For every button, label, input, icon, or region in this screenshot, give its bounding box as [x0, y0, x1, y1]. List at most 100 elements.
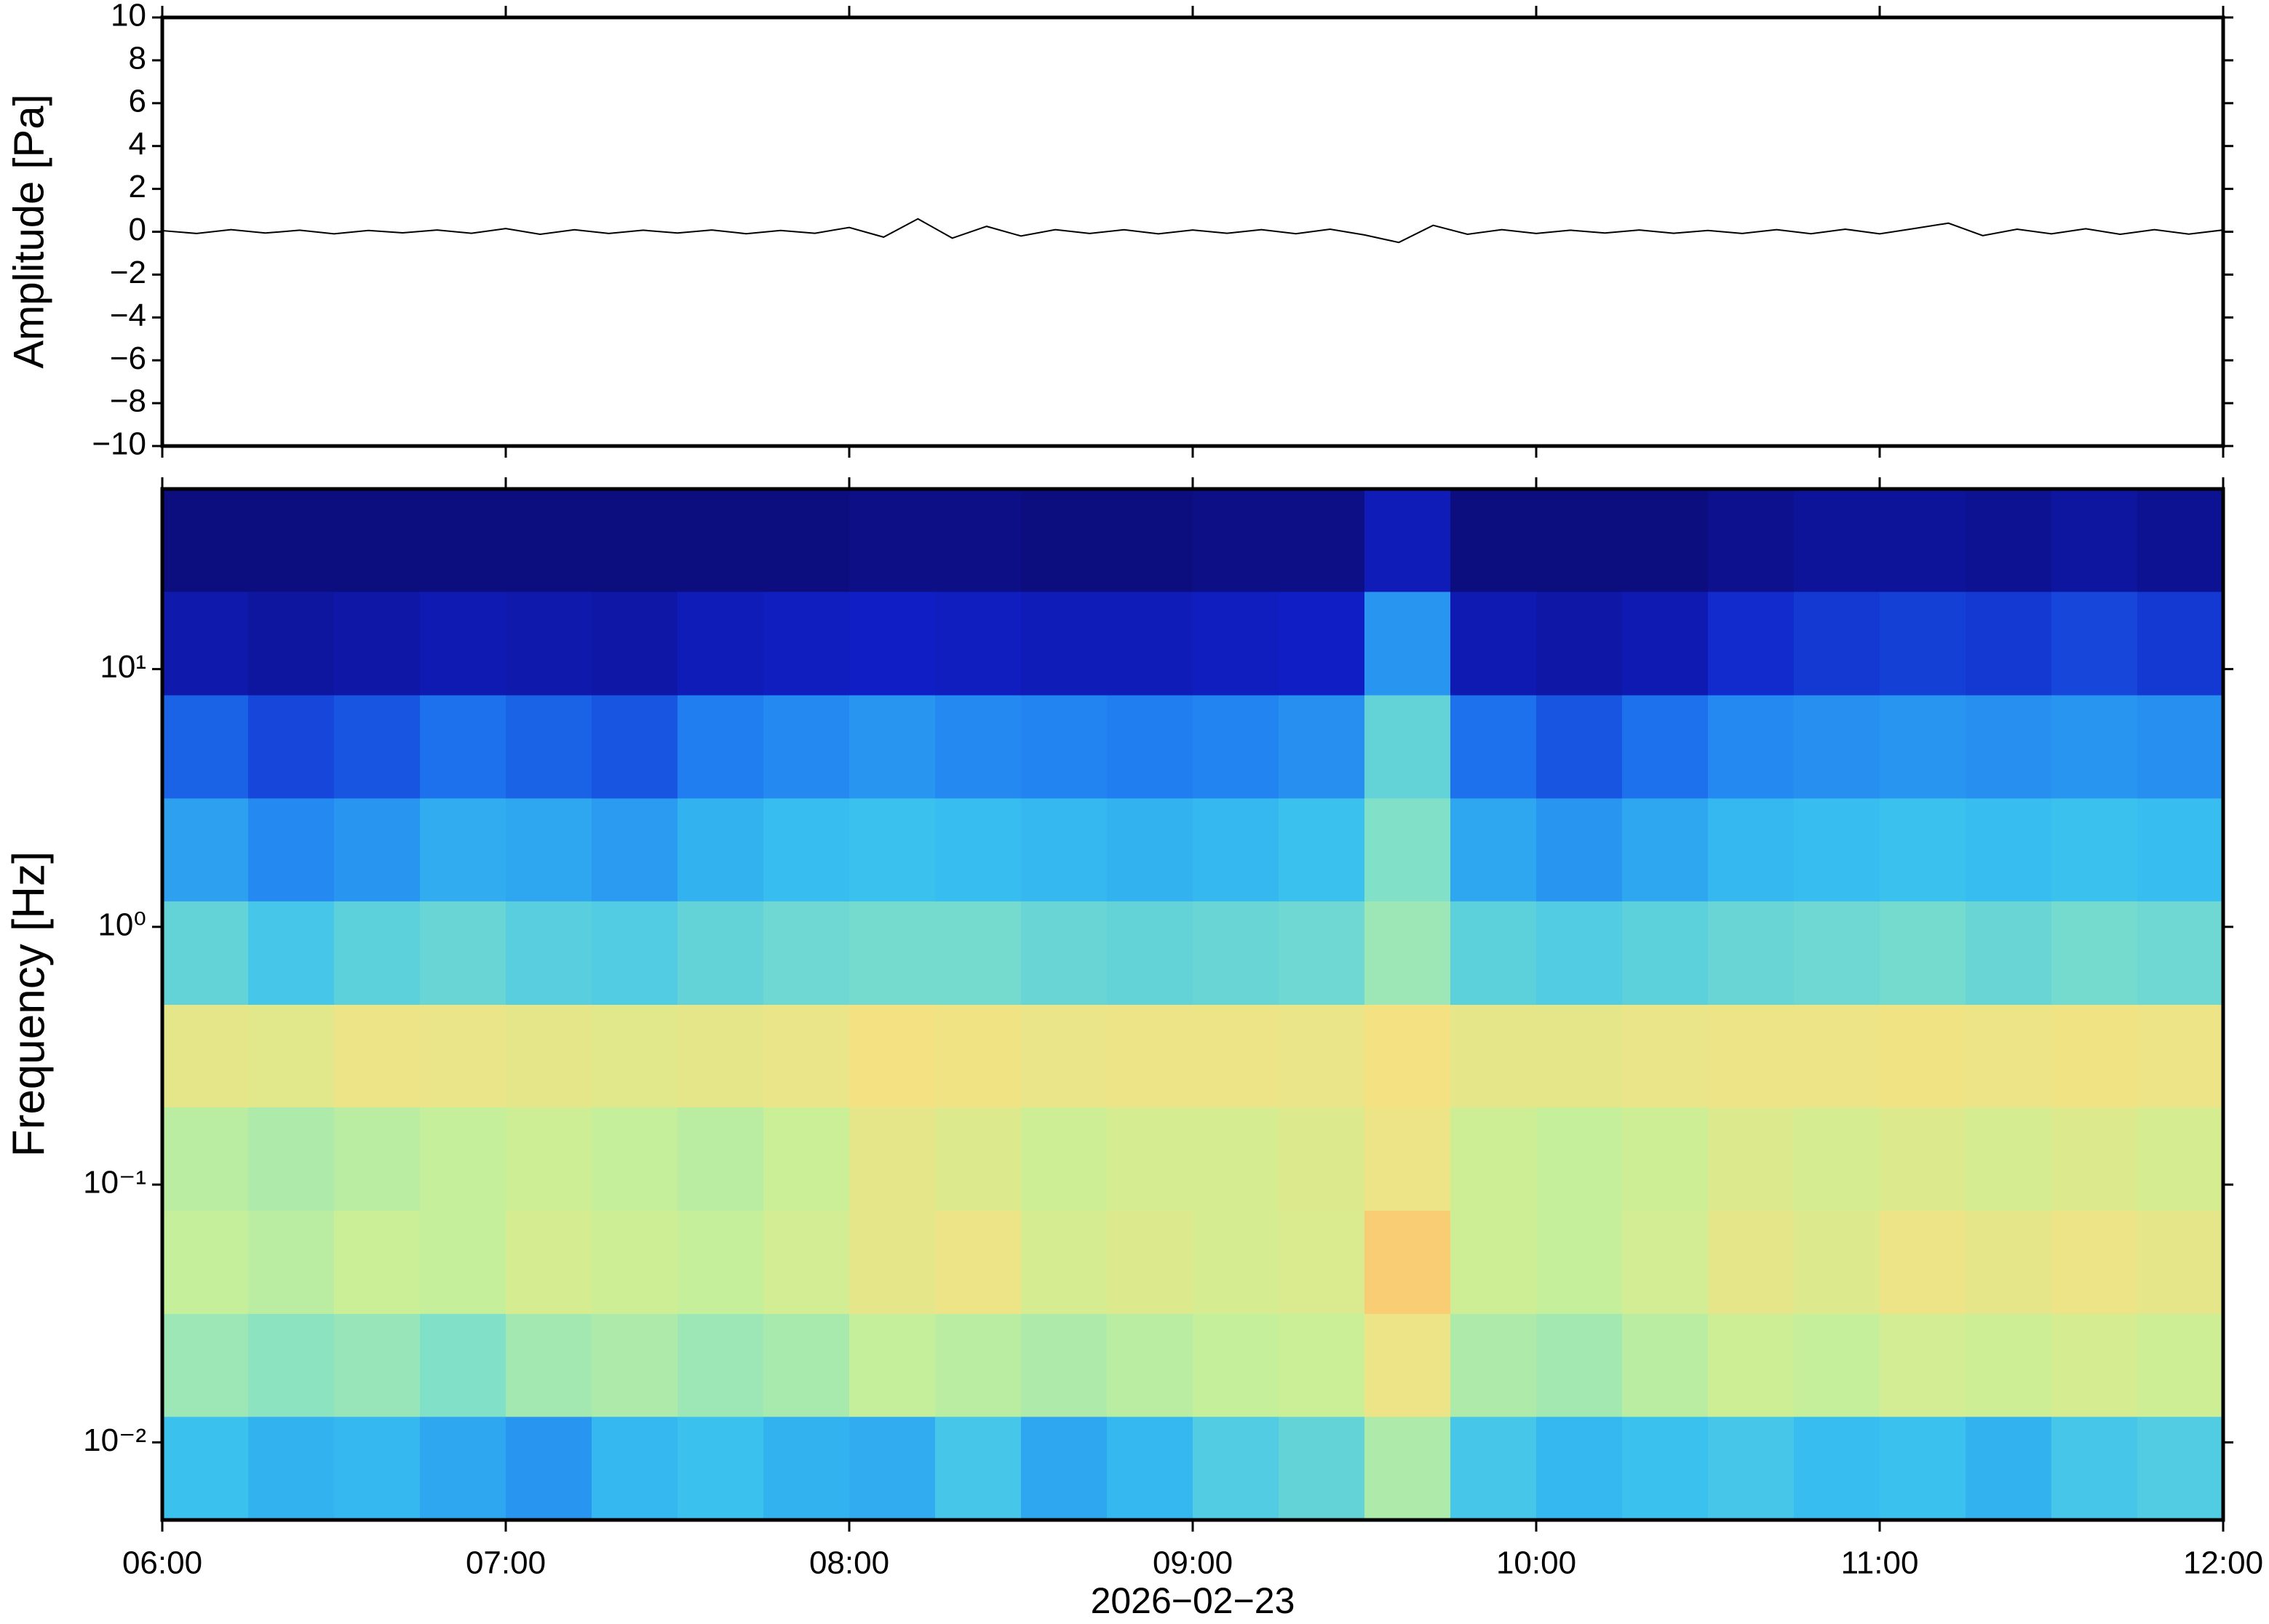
spectrogram-cell — [1794, 591, 1880, 696]
spectrogram-cell — [162, 1210, 249, 1314]
spectrogram-cell — [1193, 1313, 1279, 1417]
spectrogram-cell — [2137, 901, 2224, 1005]
spectrogram-cell — [2137, 797, 2224, 901]
spectrogram-cell — [1794, 901, 1880, 1005]
plot-frame — [160, 15, 2225, 448]
spectrogram-cell — [1966, 1107, 2052, 1211]
spectrogram-cell — [1364, 489, 1451, 592]
spectrogram-cell — [1708, 1313, 1795, 1417]
spectrogram-cell — [1450, 591, 1537, 696]
spectrogram-cell — [2051, 1107, 2138, 1211]
spectrogram-cell — [1364, 901, 1451, 1005]
waveform — [162, 218, 2224, 244]
spectrogram-cell — [162, 1416, 249, 1521]
spectrogram-cell — [1966, 695, 2052, 799]
spectrogram-cell — [1107, 1004, 1193, 1107]
spectrogram-cell — [420, 695, 506, 799]
spectrogram-cell — [1966, 1416, 2052, 1521]
spectrogram-cell — [506, 1313, 592, 1417]
spectrogram-cell — [506, 901, 592, 1005]
spectrogram-cell — [1708, 1004, 1795, 1107]
spectrogram-cell — [1107, 695, 1193, 799]
spectrogram-cell — [1021, 1004, 1108, 1107]
spectrogram-cell — [1021, 1416, 1108, 1521]
spectrogram-cell — [1193, 1416, 1279, 1521]
spectrogram-cell — [1708, 1107, 1795, 1211]
spectrogram-cell — [1279, 1313, 1365, 1417]
spectrogram-cell — [1364, 1107, 1451, 1211]
spectrogram-cell — [2137, 591, 2224, 696]
spectrogram-cell — [248, 901, 335, 1005]
spectrogram-cell — [1966, 1210, 2052, 1314]
spectrogram-cell — [592, 797, 678, 901]
y-tick-label: −8 — [110, 383, 146, 419]
spectrogram-cell — [763, 1107, 850, 1211]
spectrogram-cell — [935, 1004, 1022, 1107]
spectrogram-cell — [1450, 489, 1537, 592]
spectrogram-cell — [420, 1210, 506, 1314]
spectrogram-cell — [1794, 489, 1880, 592]
spectrogram-cell — [1536, 1107, 1623, 1211]
spectrogram-cell — [592, 591, 678, 696]
spectrogram-cell — [2051, 901, 2138, 1005]
spectrogram-cell — [1880, 1210, 1966, 1314]
spectrogram-cell — [677, 695, 764, 799]
spectrogram-cell — [506, 1004, 592, 1107]
x-tick-label: 11:00 — [1841, 1545, 1919, 1581]
spectrogram-cell — [849, 591, 936, 696]
spectrogram-cell — [1708, 1210, 1795, 1314]
spectrogram-cell — [1193, 797, 1279, 901]
spectrogram-cell — [1279, 1004, 1365, 1107]
spectrogram-cell — [849, 1416, 936, 1521]
spectrogram-cell — [1450, 695, 1537, 799]
spectrogram-cell — [849, 901, 936, 1005]
spectrogram-cell — [2137, 1210, 2224, 1314]
spectrogram-cell — [763, 1004, 850, 1107]
spectrogram-cell — [1536, 797, 1623, 901]
spectrogram-cell — [1193, 1004, 1279, 1107]
x-tick-label: 12:00 — [2183, 1545, 2263, 1581]
spectrogram-cell — [506, 1107, 592, 1211]
spectrogram-cell — [506, 695, 592, 799]
spectrogram-cell — [1279, 797, 1365, 901]
spectrogram-cell — [1021, 901, 1108, 1005]
spectrogram-cell — [506, 1210, 592, 1314]
spectrogram-cell — [1021, 1210, 1108, 1314]
spectrogram-cell — [1880, 1107, 1966, 1211]
spectrogram-cell — [763, 797, 850, 901]
spectrogram-cell — [592, 1313, 678, 1417]
spectrogram-cell — [334, 1107, 421, 1211]
spectrogram-cell — [1536, 901, 1623, 1005]
spectrogram-cell — [677, 1004, 764, 1107]
spectrogram-cell — [1021, 1313, 1108, 1417]
spectrogram-cell — [1021, 797, 1108, 901]
spectrogram-cell — [1708, 489, 1795, 592]
x-tick-label: 08:00 — [809, 1545, 889, 1581]
spectrogram-cell — [1708, 797, 1795, 901]
spectrogram-cell — [1450, 1004, 1537, 1107]
spectrogram-cell — [935, 1313, 1022, 1417]
spectrogram-cell — [248, 1210, 335, 1314]
spectrogram-cell — [935, 489, 1022, 592]
y-tick-label: 10⁰ — [98, 907, 146, 942]
spectrogram-cell — [677, 489, 764, 592]
spectrogram-cell — [1107, 1107, 1193, 1211]
spectrogram-cell — [849, 1107, 936, 1211]
spectrogram-cell — [1107, 1416, 1193, 1521]
spectrogram-cell — [1536, 1004, 1623, 1107]
spectrogram-cell — [1279, 591, 1365, 696]
y-axis-label: Amplitude [Pa] — [5, 94, 52, 368]
spectrogram-cell — [1794, 1004, 1880, 1107]
spectrogram-cell — [506, 1416, 592, 1521]
spectrogram-cell — [162, 901, 249, 1005]
spectrogram-cell — [763, 489, 850, 592]
spectrogram-cell — [1794, 695, 1880, 799]
spectrogram-cell — [2051, 591, 2138, 696]
spectrogram-cell — [2137, 1313, 2224, 1417]
spectrogram-cell — [1794, 1313, 1880, 1417]
spectrogram-cell — [162, 1004, 249, 1107]
spectrogram-cell — [935, 591, 1022, 696]
y-tick-label: 6 — [129, 83, 146, 119]
spectrogram-cell — [1880, 695, 1966, 799]
spectrogram-cell — [849, 1004, 936, 1107]
